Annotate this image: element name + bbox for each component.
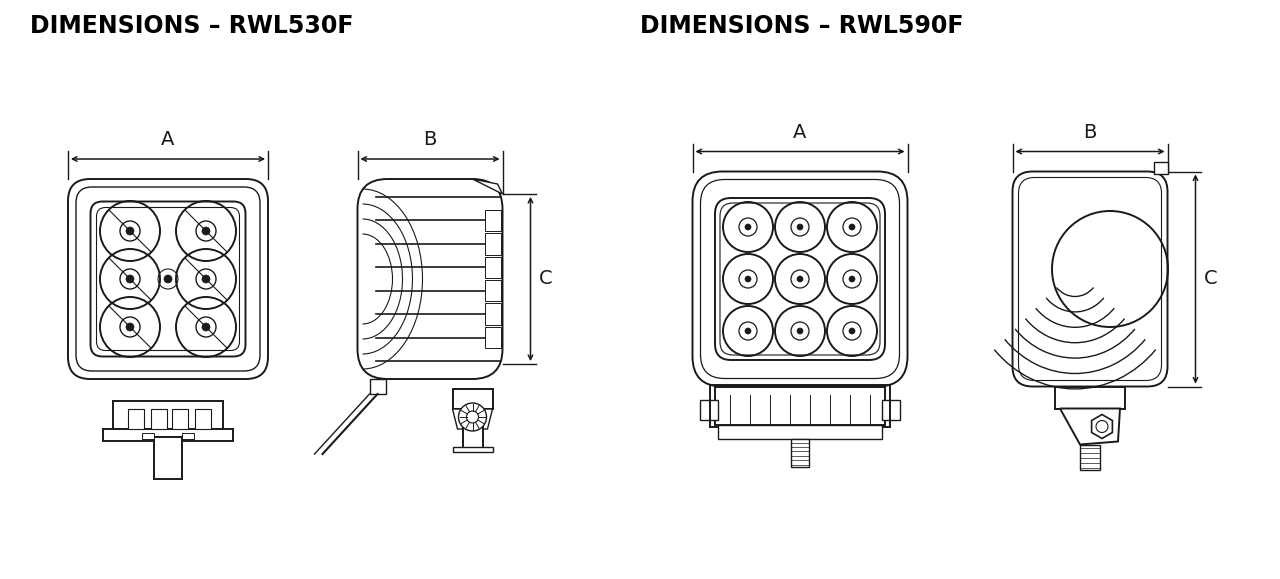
Bar: [151, 409, 166, 429]
Bar: [1080, 445, 1100, 470]
Bar: [718, 424, 882, 438]
FancyBboxPatch shape: [692, 171, 908, 387]
Circle shape: [745, 328, 751, 334]
Text: A: A: [161, 130, 174, 149]
Bar: [453, 447, 493, 452]
Bar: [370, 379, 385, 394]
Bar: [485, 233, 500, 255]
Circle shape: [745, 276, 751, 282]
Circle shape: [125, 227, 134, 235]
Bar: [1055, 387, 1125, 409]
Text: DIMENSIONS – RWL530F: DIMENSIONS – RWL530F: [29, 14, 353, 38]
Circle shape: [125, 275, 134, 283]
Text: C: C: [539, 269, 552, 288]
FancyBboxPatch shape: [91, 201, 246, 357]
Circle shape: [797, 224, 803, 230]
Bar: [485, 280, 500, 302]
Text: B: B: [1083, 123, 1097, 141]
FancyBboxPatch shape: [76, 187, 260, 371]
Bar: [485, 303, 500, 325]
Circle shape: [202, 323, 210, 331]
Circle shape: [164, 275, 172, 283]
Bar: [791, 438, 809, 467]
Text: DIMENSIONS – RWL590F: DIMENSIONS – RWL590F: [640, 14, 964, 38]
Bar: [462, 427, 483, 449]
Circle shape: [202, 275, 210, 283]
Circle shape: [849, 328, 855, 334]
Polygon shape: [453, 409, 493, 429]
Circle shape: [745, 224, 751, 230]
Bar: [453, 389, 493, 409]
Bar: [128, 409, 143, 429]
FancyBboxPatch shape: [1012, 171, 1167, 387]
FancyBboxPatch shape: [68, 179, 268, 379]
Bar: [716, 387, 884, 424]
FancyBboxPatch shape: [700, 179, 900, 379]
Bar: [700, 400, 718, 420]
FancyBboxPatch shape: [1019, 178, 1161, 380]
FancyBboxPatch shape: [716, 198, 884, 360]
Bar: [710, 384, 890, 427]
Text: A: A: [794, 123, 806, 141]
Circle shape: [797, 276, 803, 282]
Polygon shape: [472, 179, 503, 194]
Bar: [485, 327, 500, 349]
Circle shape: [849, 276, 855, 282]
Bar: [485, 210, 500, 231]
Circle shape: [202, 227, 210, 235]
Circle shape: [125, 323, 134, 331]
Text: C: C: [1203, 269, 1217, 288]
Circle shape: [849, 224, 855, 230]
FancyBboxPatch shape: [719, 203, 881, 355]
Bar: [485, 256, 500, 278]
Circle shape: [458, 403, 486, 431]
Bar: [142, 433, 154, 439]
Bar: [113, 401, 223, 431]
Bar: [182, 433, 195, 439]
FancyBboxPatch shape: [357, 179, 503, 379]
Bar: [172, 409, 188, 429]
Bar: [195, 409, 211, 429]
Bar: [1153, 162, 1167, 174]
FancyBboxPatch shape: [96, 207, 239, 350]
Polygon shape: [1060, 409, 1120, 445]
Bar: [154, 437, 182, 479]
Circle shape: [797, 328, 803, 334]
Bar: [882, 400, 900, 420]
Bar: [102, 429, 233, 441]
Text: B: B: [424, 130, 436, 149]
